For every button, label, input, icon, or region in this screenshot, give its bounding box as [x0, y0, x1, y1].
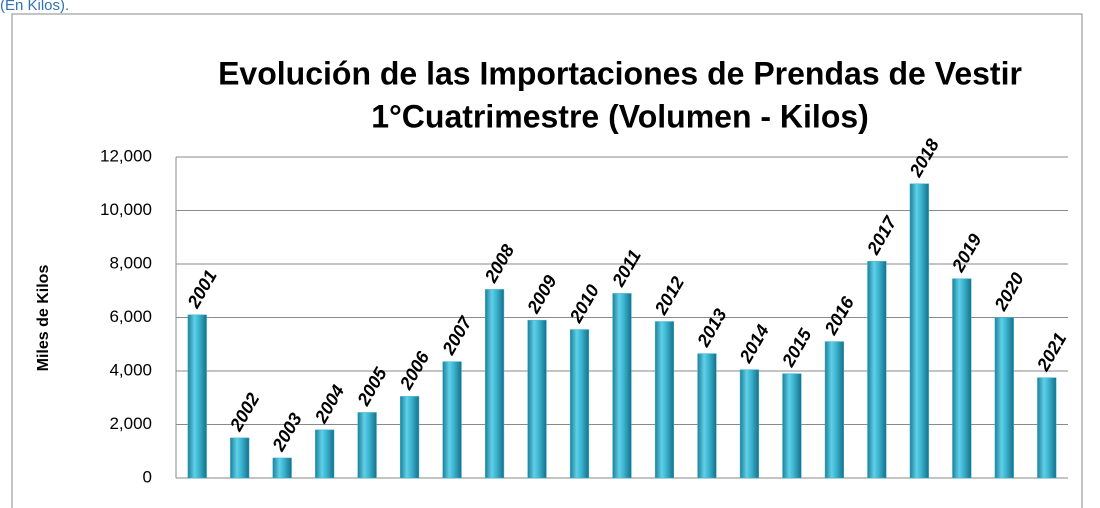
- bar: [782, 373, 802, 479]
- bar: [654, 321, 675, 479]
- bar: [739, 369, 760, 479]
- bar: [400, 396, 420, 479]
- bar: [230, 437, 250, 479]
- y-tick-label: 4,000: [109, 360, 152, 379]
- bar: [994, 317, 1014, 479]
- bar: [612, 293, 632, 479]
- bar: [909, 183, 929, 479]
- bar: [187, 314, 207, 479]
- bar: [952, 278, 972, 479]
- bar: [569, 329, 590, 479]
- y-axis-label: Miles de Kilos: [35, 265, 52, 372]
- chart-title: Evolución de las Importaciones de Prenda…: [218, 55, 1022, 91]
- y-tick-label: 0: [143, 467, 152, 486]
- y-tick-label: 10,000: [100, 200, 152, 219]
- y-tick-label: 6,000: [109, 307, 152, 326]
- bar: [357, 412, 377, 479]
- bar: [315, 429, 335, 479]
- bar: [527, 319, 547, 479]
- y-tick-label: 8,000: [109, 253, 152, 272]
- bar: [824, 341, 844, 479]
- chart-title: 1°Cuatrimestre (Volumen - Kilos): [371, 98, 869, 134]
- header: (En Kilos).: [0, 0, 69, 14]
- bar: [867, 261, 887, 479]
- y-tick-label: 2,000: [109, 414, 152, 433]
- bar: [1037, 377, 1057, 479]
- y-tick-label: 12,000: [100, 146, 152, 165]
- bar: [697, 353, 717, 479]
- bar: [272, 457, 292, 479]
- bar: [484, 289, 505, 479]
- bar: [442, 361, 462, 479]
